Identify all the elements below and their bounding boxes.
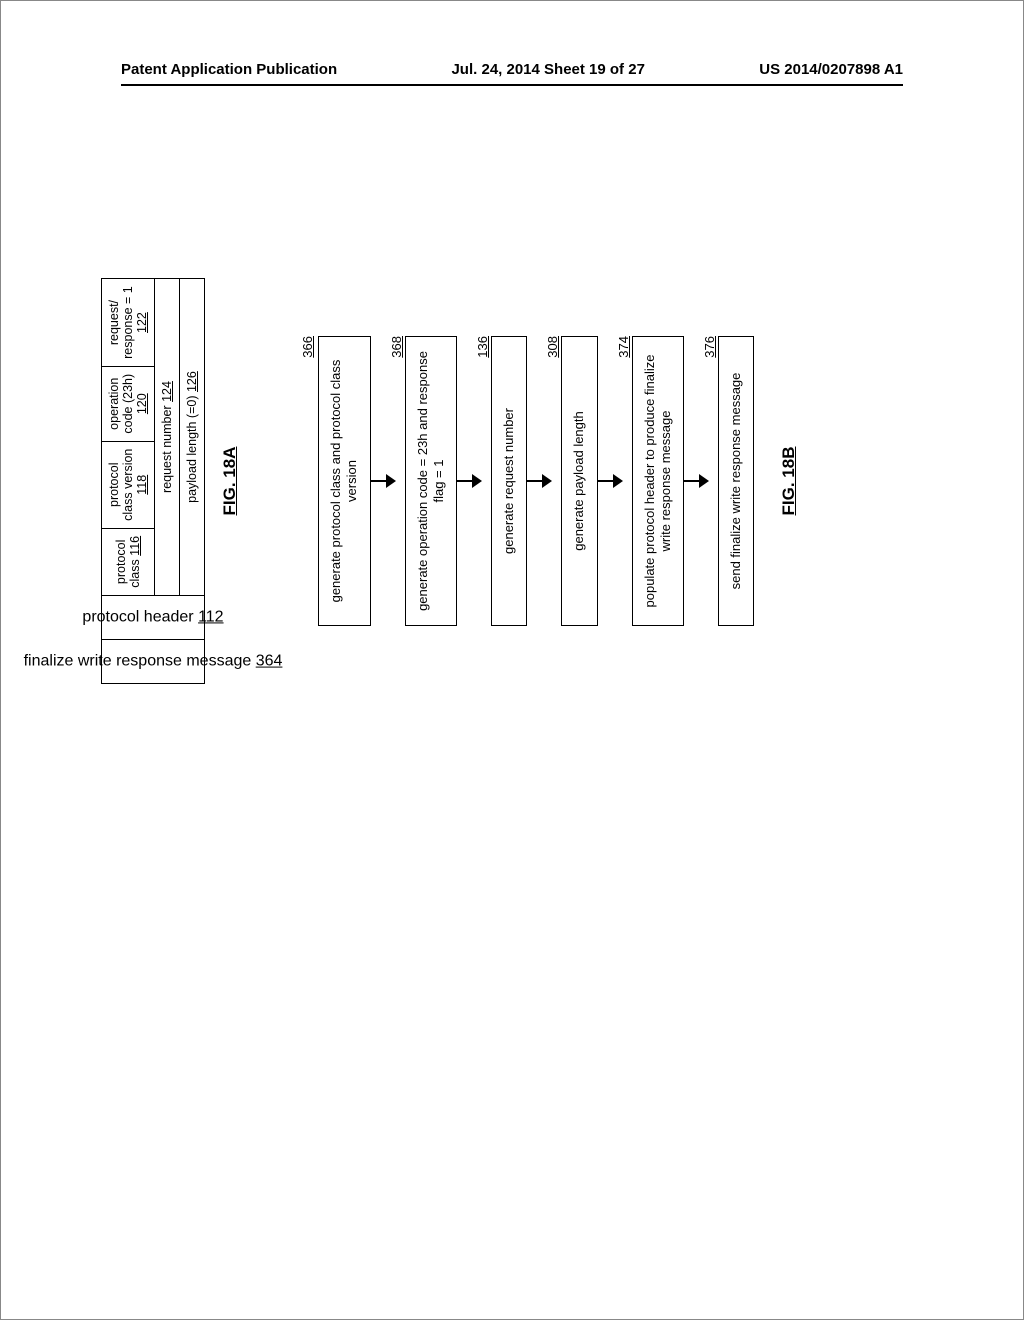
ph-num: 112	[198, 608, 224, 625]
text: request number	[160, 405, 174, 493]
cell-request-number: request number 124	[155, 279, 180, 596]
arrow-icon	[684, 474, 718, 488]
table-row: request number 124	[155, 279, 180, 596]
flow-step: 136 generate request number	[491, 336, 527, 626]
flow-step: 374 populate protocol header to produce …	[632, 336, 685, 626]
text: class	[128, 559, 142, 587]
arrow-icon	[371, 474, 405, 488]
text: protocol	[107, 449, 121, 521]
text: payload length (=0)	[185, 396, 199, 503]
msg-l2: response message	[116, 652, 251, 669]
protocol-header-label: protocol header 112	[101, 596, 205, 640]
flow-step: 366 generate protocol class and protocol…	[318, 336, 371, 626]
cell-operation-code: operation code (23h) 120	[102, 366, 155, 441]
step-num: 368	[389, 336, 404, 358]
message-structure: finalize write response message 364 prot…	[101, 278, 205, 684]
table-row: payload length (=0) 126	[180, 279, 205, 596]
step-box: generate protocol class and protocol cla…	[318, 336, 371, 626]
text: class version	[121, 449, 135, 521]
page-frame: Patent Application Publication Jul. 24, …	[0, 0, 1024, 1320]
step-box: generate operation code = 23h and respon…	[405, 336, 458, 626]
step-num: 366	[300, 336, 315, 358]
step-box: generate payload length	[561, 336, 597, 626]
header-right: US 2014/0207898 A1	[759, 61, 903, 78]
text: request/	[107, 286, 121, 359]
text: protocol	[114, 536, 128, 588]
fig-18a: finalize write response message 364 prot…	[101, 278, 240, 684]
step-box: populate protocol header to produce fina…	[632, 336, 685, 626]
flow-step: 368 generate operation code = 23h and re…	[405, 336, 458, 626]
cell-protocol-class: protocol class 116	[102, 528, 155, 595]
header-center: Jul. 24, 2014 Sheet 19 of 27	[451, 61, 644, 78]
ref-num: 124	[160, 381, 174, 402]
ph-label: protocol header	[82, 608, 193, 625]
flow-step: 376 send finalize write response message	[718, 336, 754, 626]
ref-num: 118	[135, 449, 149, 521]
step-box: send finalize write response message	[718, 336, 754, 626]
text: operation	[107, 374, 121, 434]
arrow-icon	[457, 474, 491, 488]
page-header: Patent Application Publication Jul. 24, …	[121, 61, 903, 86]
finalize-write-response-msg-label: finalize write response message 364	[101, 640, 205, 684]
rotated-canvas: finalize write response message 364 prot…	[101, 131, 925, 831]
arrow-icon	[527, 474, 561, 488]
text: code (23h)	[121, 374, 135, 434]
step-box: generate request number	[491, 336, 527, 626]
fig-18b: 366 generate protocol class and protocol…	[300, 336, 799, 626]
header-left: Patent Application Publication	[121, 61, 337, 78]
flow-step: 308 generate payload length	[561, 336, 597, 626]
cell-protocol-class-version: protocol class version 118	[102, 441, 155, 528]
ref-num: 120	[135, 374, 149, 434]
ref-num: 116	[128, 536, 142, 556]
fig-18a-label: FIG. 18A	[220, 447, 240, 516]
content-area: finalize write response message 364 prot…	[101, 131, 925, 831]
step-num: 374	[616, 336, 631, 358]
text: response = 1	[121, 286, 135, 359]
step-num: 376	[702, 336, 717, 358]
fig-18b-label: FIG. 18B	[779, 447, 799, 516]
step-num: 308	[545, 336, 560, 358]
ref-num: 126	[185, 371, 199, 392]
step-num: 136	[475, 336, 490, 358]
msg-num: 364	[256, 652, 283, 669]
cell-request-response: request/ response = 1 122	[102, 279, 155, 367]
arrow-icon	[598, 474, 632, 488]
cell-payload-length: payload length (=0) 126	[180, 279, 205, 596]
msg-l1: finalize write	[24, 652, 112, 669]
table-row: protocol class 116 protocol class versio…	[102, 279, 155, 596]
protocol-header-table: protocol class 116 protocol class versio…	[101, 278, 205, 596]
ref-num: 122	[135, 286, 149, 359]
